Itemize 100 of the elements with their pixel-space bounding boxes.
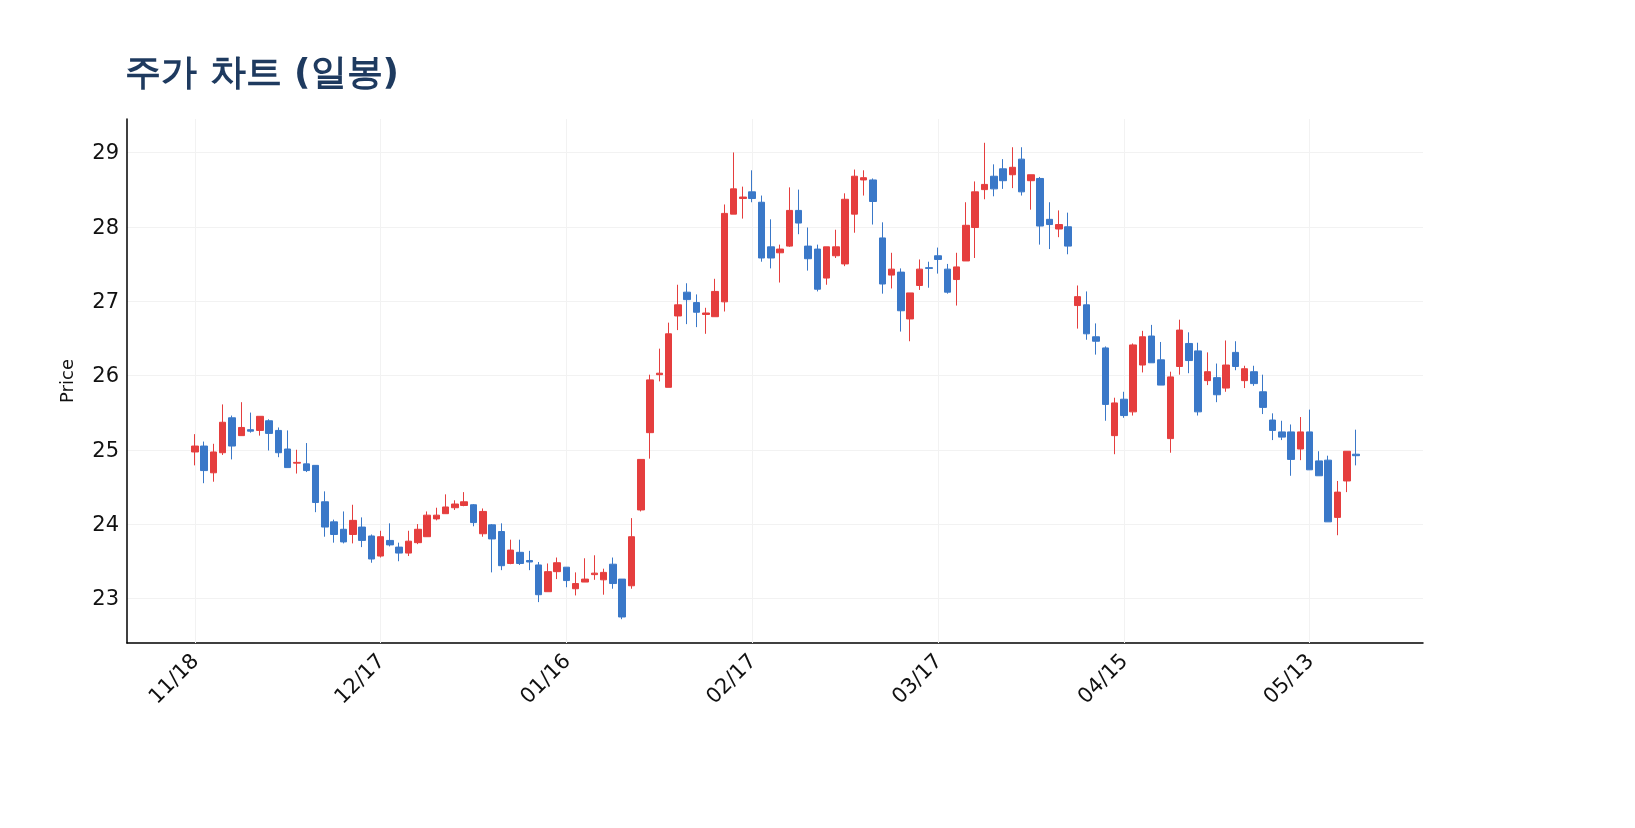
- candlestick: [721, 203, 728, 313]
- candlestick: [814, 244, 821, 292]
- candlestick: [1055, 209, 1063, 238]
- candlestick: [479, 507, 487, 538]
- candlestick: [219, 403, 226, 456]
- candlestick: [786, 186, 793, 248]
- candlestick: [758, 195, 765, 263]
- candlestick: [1046, 201, 1053, 250]
- candlestick: [293, 449, 301, 475]
- candlestick: [1213, 363, 1221, 403]
- candlestick: [581, 557, 589, 583]
- candlestick: [879, 221, 886, 295]
- candlestick: [358, 516, 366, 548]
- candlestick: [470, 503, 477, 527]
- candlestick: [498, 522, 505, 571]
- candlestick: [526, 550, 533, 571]
- candlestick: [535, 561, 542, 603]
- candlestick: [312, 464, 319, 513]
- candlestick: [191, 433, 199, 466]
- candlestick: [507, 539, 514, 565]
- candlestick: [1222, 339, 1230, 393]
- candlestick: [1120, 391, 1128, 419]
- candlestick: [897, 267, 905, 333]
- candlestick: [944, 263, 951, 295]
- candlestick: [934, 247, 942, 275]
- y-tick-label: 24: [92, 512, 119, 537]
- candlestick: [628, 517, 635, 590]
- candlestick: [386, 522, 394, 547]
- candlestick: [804, 227, 812, 272]
- candlestick: [563, 566, 570, 588]
- y-tick-label: 28: [92, 214, 119, 239]
- candlestick: [1343, 450, 1351, 493]
- candlestick: [340, 510, 347, 544]
- candlestick: [1250, 365, 1258, 387]
- y-tick-label: 26: [92, 363, 119, 388]
- candlestick: [200, 441, 208, 484]
- candlestick: [888, 252, 895, 289]
- candlestick: [1241, 365, 1248, 389]
- candlestick: [1167, 371, 1174, 454]
- candlestick: [730, 151, 737, 215]
- candlestick: [395, 542, 403, 562]
- candlestick: [349, 504, 357, 544]
- candlestick: [1297, 416, 1304, 461]
- candlestick: [1148, 324, 1155, 364]
- candlestick: [739, 186, 747, 220]
- candlestick: [1352, 429, 1360, 466]
- candlestick: [925, 261, 933, 289]
- y-tick-label: 29: [92, 140, 119, 165]
- candlestick: [916, 258, 923, 291]
- candlestick: [600, 568, 607, 596]
- candlestick: [1018, 146, 1025, 197]
- candlestick: [1269, 412, 1276, 441]
- candlestick: [433, 507, 440, 521]
- candlestick: [823, 246, 830, 286]
- candlestick: [1036, 176, 1044, 246]
- candlestick: [1306, 409, 1313, 471]
- candlestick: [265, 418, 273, 451]
- candlestick: [1176, 319, 1183, 376]
- candlestick: [748, 169, 756, 203]
- candlestick: [405, 530, 412, 557]
- candlestick: [693, 293, 700, 328]
- y-tick-label: 27: [92, 289, 119, 314]
- candlestick: [228, 415, 236, 460]
- candlestick: [767, 218, 775, 269]
- candlestick: [591, 554, 598, 581]
- candlestick: [210, 443, 217, 483]
- candlestick: [860, 169, 867, 197]
- candlestick: [1027, 174, 1035, 211]
- candlestick: [1157, 341, 1165, 386]
- candlestick: [869, 177, 877, 226]
- candlestick: [646, 374, 654, 460]
- candlestick: [256, 415, 264, 437]
- candlestick: [488, 523, 496, 573]
- candlestick: [1129, 342, 1137, 417]
- candlestick: [851, 169, 858, 234]
- candlestick: [953, 252, 960, 307]
- candlestick: [1009, 146, 1016, 189]
- candlestick: [1139, 330, 1146, 373]
- candlestick: [1102, 345, 1109, 422]
- candlestick: [656, 348, 663, 382]
- candlestick: [776, 244, 784, 284]
- candlestick: [1204, 351, 1211, 386]
- candlestick: [795, 189, 802, 235]
- candlestick: [275, 426, 282, 458]
- candlestick: [1111, 397, 1118, 455]
- candlestick: [377, 530, 384, 559]
- candlestick: [665, 322, 672, 388]
- candlestick: [368, 533, 375, 564]
- candlestick: [516, 539, 524, 566]
- candlestick: [572, 571, 579, 596]
- candlestick: [637, 458, 645, 512]
- y-axis-title: Price: [55, 359, 77, 403]
- y-tick-label: 25: [92, 437, 119, 462]
- candlestick: [1064, 212, 1072, 255]
- candlestick: [284, 429, 291, 469]
- candlestick: [1259, 374, 1267, 415]
- chart-title: 주가 차트 (일봉): [125, 50, 399, 92]
- candlestick: [1092, 322, 1100, 356]
- candlestick: [238, 401, 245, 437]
- candlestick: [442, 493, 449, 515]
